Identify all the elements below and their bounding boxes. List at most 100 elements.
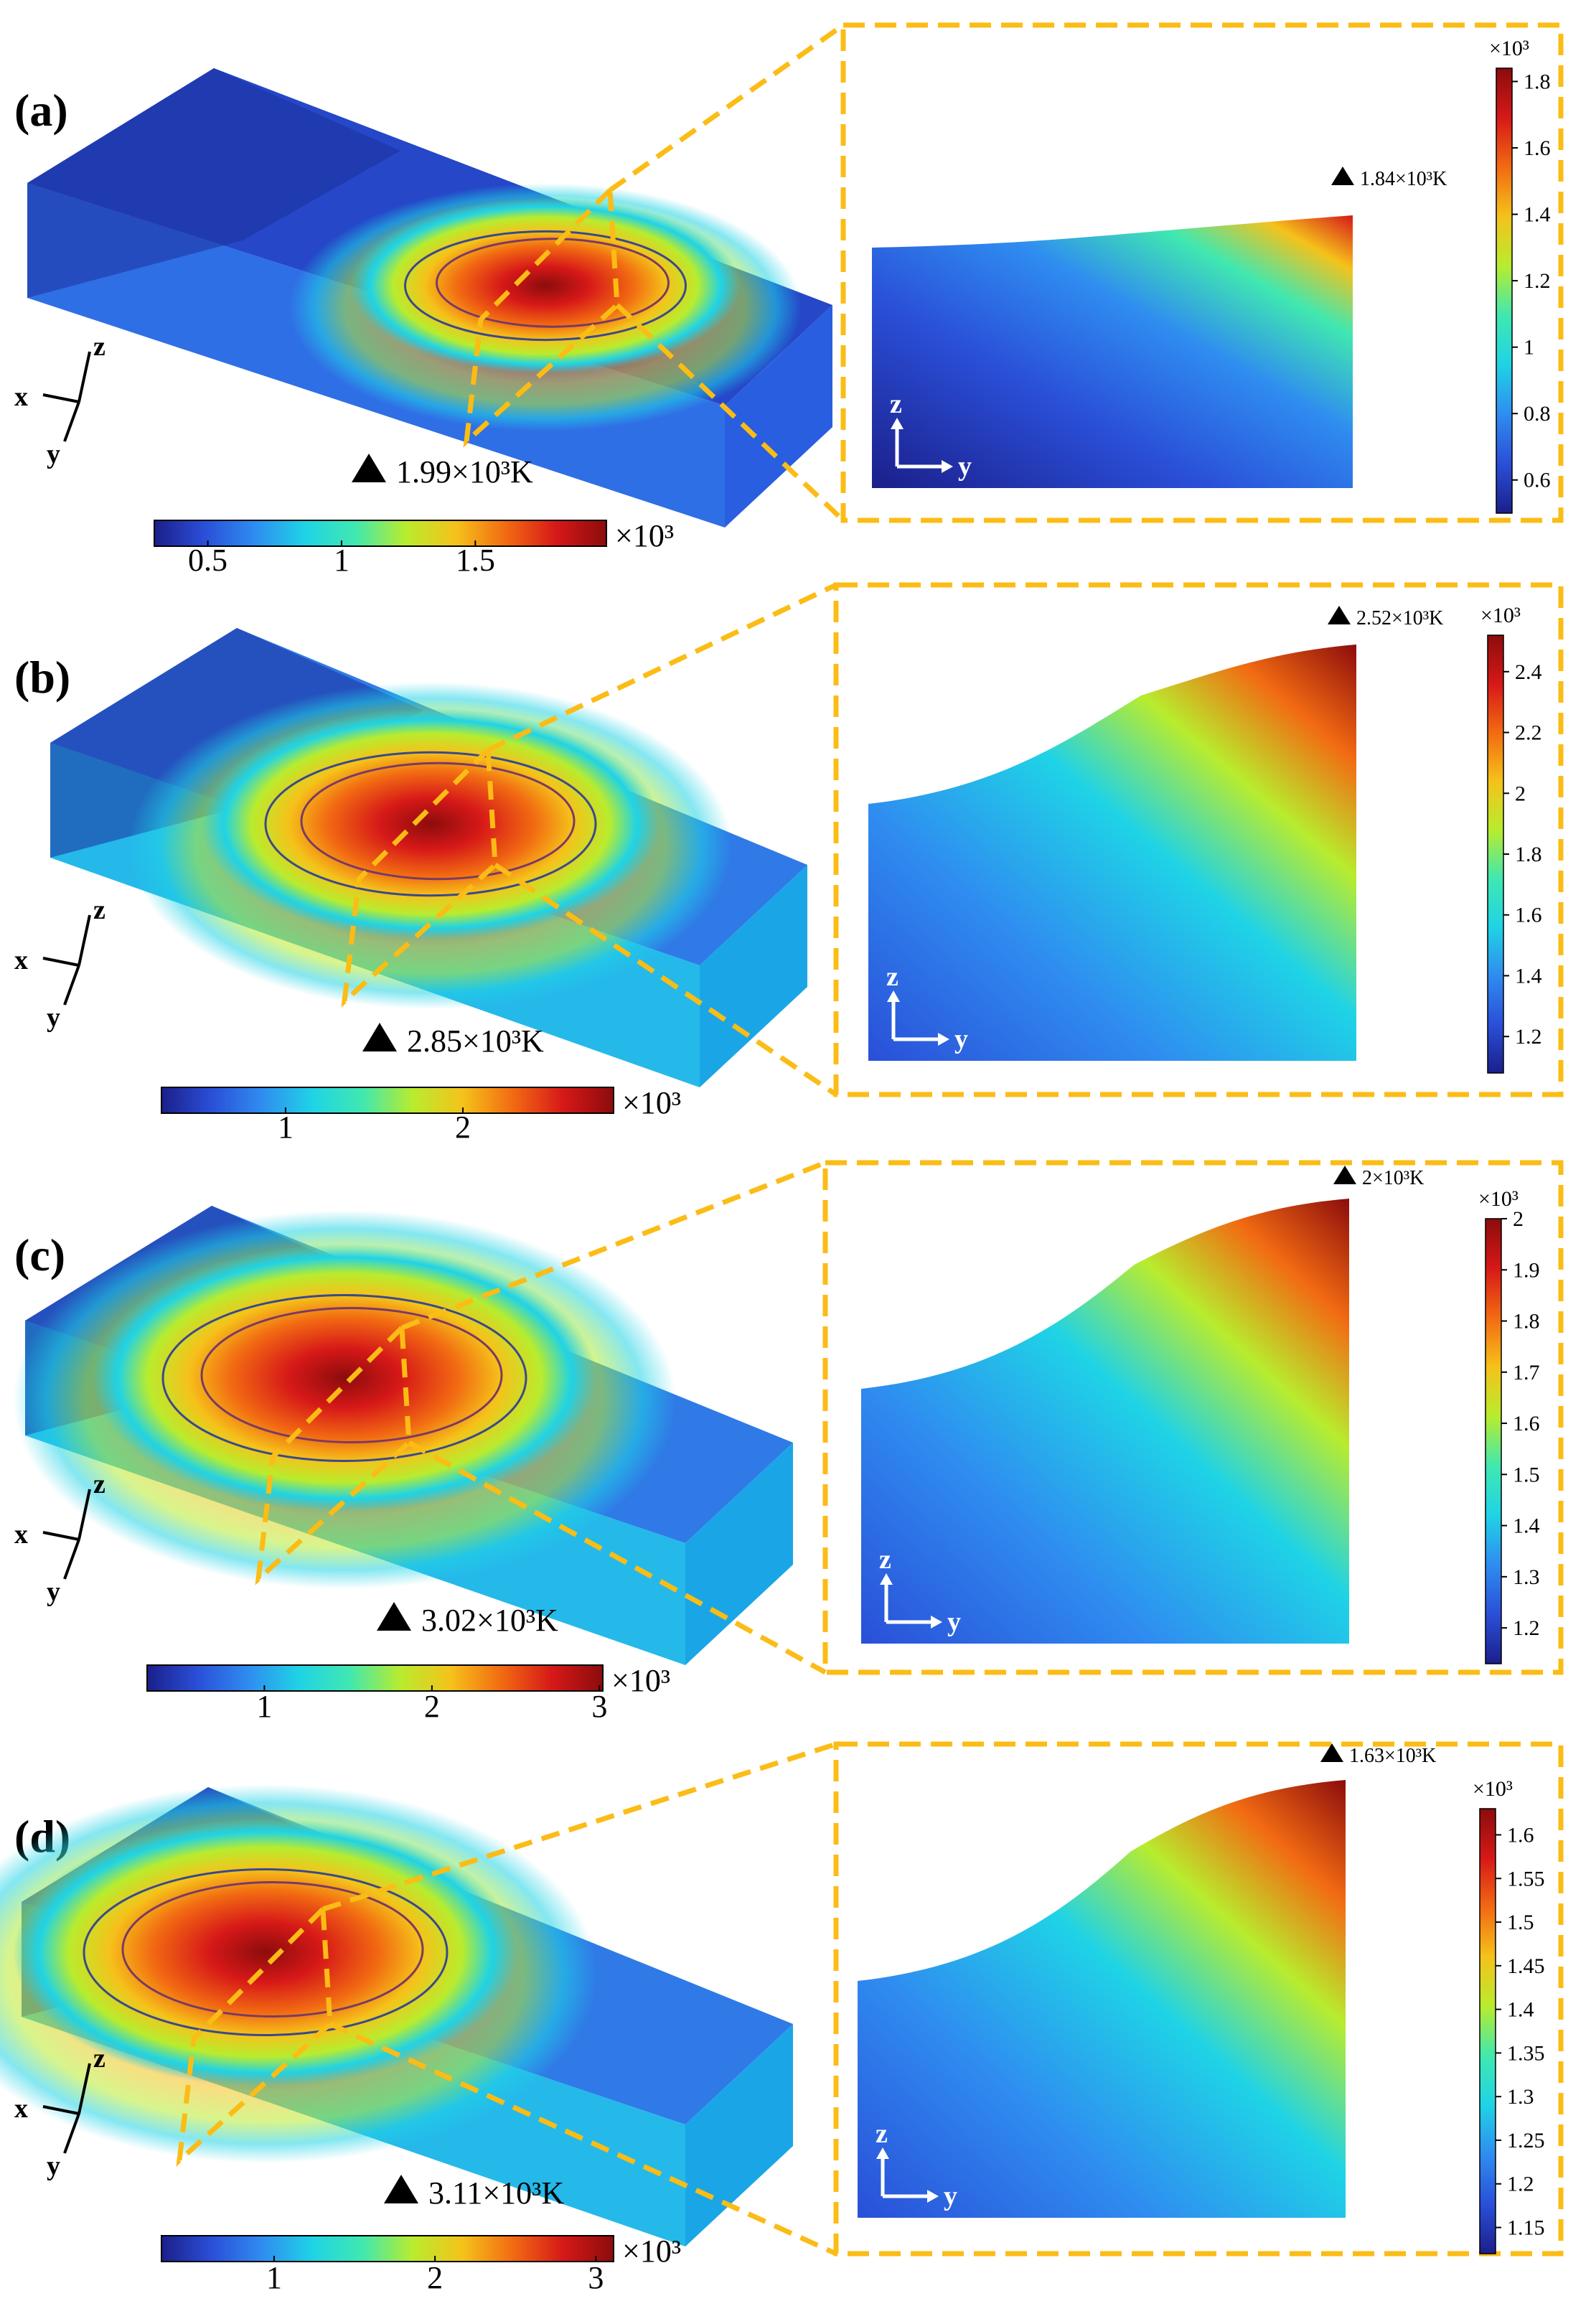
axis-y-label: y [47,439,60,469]
colorbar-tick-label: 2 [455,1110,471,1145]
block-end-face [725,305,832,528]
axis-z-arrow [78,351,91,403]
axis-y-arrow [63,965,80,1006]
isotherm-outer [264,751,597,897]
melt-pool [201,708,660,940]
colorbar-side-multiplier: ×10³ [1489,37,1529,60]
colorbar-multiplier: ×10³ [615,518,674,553]
zoom-leader-bottom [615,303,845,523]
section-axis-z-label: z [876,2119,888,2149]
colorbar-side-tick-label: 1.6 [1524,136,1551,160]
colorbar-multiplier: ×10³ [611,1663,670,1698]
colorbar-side-multiplier: ×10³ [1480,604,1521,627]
colorbar-side-tick-label: 1.3 [1513,1565,1540,1589]
cross-section [868,645,1356,1061]
arrowhead-icon [880,1573,893,1585]
axis-y-label: y [47,1003,60,1033]
colorbar-side-tick-label: 1.4 [1524,203,1551,227]
colorbar-side-tick-label: 1.5 [1507,1911,1534,1934]
section-axis-y-label: y [958,451,972,482]
colorbar-tick-label: 2 [427,2260,443,2295]
peak-marker-icon [1333,1166,1356,1184]
section-axis-y-label: y [944,2181,957,2211]
zoom-frame [822,1160,1564,1675]
colorbar-side-tick-label: 2 [1515,782,1526,805]
colorbar-side-tick-label: 1.4 [1515,964,1542,988]
colorbar-side [1479,1808,1496,2254]
colorbar-multiplier: ×10³ [622,1085,681,1120]
peak-marker-icon [1320,1743,1343,1762]
axis-x-arrow [42,393,80,403]
colorbar-side-tick-label: 1.2 [1515,1025,1542,1049]
section-axis-y-label: y [947,1607,961,1637]
colorbar-side-tick-label: 1.25 [1507,2129,1545,2152]
zoom-leader-top [400,1160,827,1331]
cross-section [872,215,1353,488]
zoom-leader-bottom [329,2021,837,2257]
colorbar-tick-label: 3 [591,1689,607,1724]
block-end-face [700,865,807,1087]
melt-pool [350,197,741,374]
colorbar-side-tick-label: 1.2 [1507,2173,1534,2196]
colorbar-side-tick-label: 1.6 [1507,1823,1534,1847]
colorbar-main [161,2235,614,2262]
colorbar-side-tick-label: 2.2 [1515,721,1542,745]
peak-temperature-2d: 1.84×10³K [1360,168,1447,190]
coordinate-axes: z xy [14,2043,105,2181]
peak-temperature-3d: 2.85×10³K [407,1023,544,1059]
section-axis-z-label: z [886,962,898,992]
isotherm-inner [300,762,576,881]
isotherm-outer [83,1868,449,2036]
colorbar-side-tick-label: 2 [1513,1207,1524,1231]
colorbar-side-tick-label: 1.5 [1513,1463,1540,1486]
arrowhead-icon [931,1616,942,1629]
colorbar-main [154,520,607,547]
section-axis-z-label: z [890,389,902,419]
peak-marker-icon [362,1023,397,1051]
section-axis-y-label: y [954,1024,968,1054]
arrowhead-icon [938,1033,949,1046]
panel-label: (c) [14,1229,65,1280]
axis-x-label: x [14,2094,28,2124]
colorbar-side-tick-label: 1.8 [1513,1310,1540,1334]
coordinate-axes: z xy [14,895,105,1033]
isotherm-inner [121,1881,424,2018]
isotherm-outer [404,230,687,342]
colorbar-tick-label: 1 [334,543,349,578]
axis-z-label: z [93,332,105,362]
colorbar-side-tick-label: 1.8 [1515,843,1542,866]
peak-temperature-3d: 1.99×10³K [396,454,533,489]
peak-marker-icon [352,454,386,482]
peak-temperature-3d: 3.11×10³K [428,2175,564,2211]
axis-y-arrow [63,401,80,442]
colorbar-side-tick-label: 1.3 [1507,2085,1534,2109]
cool-region [27,68,400,298]
section-axis-z-label: z [879,1545,891,1575]
cutting-plane [255,1322,412,1585]
colorbar-main [161,1087,614,1114]
zoom-leader-top [322,1741,837,1912]
colorbar-side-tick-label: 1.7 [1513,1361,1540,1384]
cross-section [858,1780,1346,2218]
axis-x-arrow [42,2105,80,2115]
axis-z-label: z [93,2043,105,2074]
colorbar-side [1485,1218,1502,1664]
axis-z-label: z [93,1469,105,1499]
cutting-plane [341,744,498,1008]
block-end-face [685,2024,793,2246]
zoom-leader-top [487,582,837,753]
colorbar-tick-label: 1.5 [456,543,495,578]
axis-z-arrow [78,1489,91,1540]
zoom-leader-bottom [494,863,837,1097]
peak-marker-icon [1328,606,1351,624]
coordinate-axes: z xy [14,1469,105,1607]
colorbar-side-tick-label: 1.6 [1513,1412,1540,1435]
panel-label: (b) [14,652,70,703]
zoom-frame [833,582,1564,1097]
isotherm-outer [161,1294,527,1462]
colorbar-tick-label: 1 [256,1689,272,1724]
